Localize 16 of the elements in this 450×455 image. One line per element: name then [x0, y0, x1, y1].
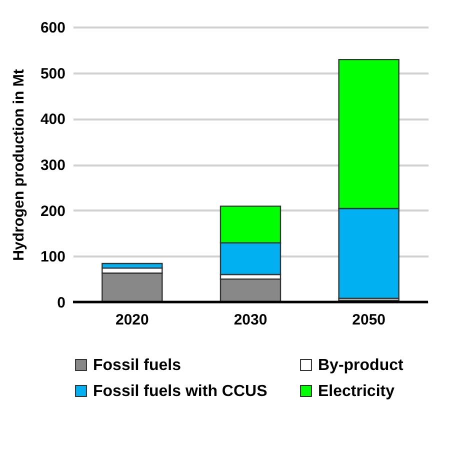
y-axis-title: Hydrogen production in Mt: [10, 69, 28, 261]
y-tick-label: 200: [40, 202, 66, 220]
legend-label: Electricity: [318, 383, 395, 400]
x-tick-label: 2050: [352, 312, 386, 328]
y-tick-label: 100: [40, 248, 66, 266]
y-tick-label: 500: [40, 65, 66, 82]
y-tick-label: 400: [40, 111, 66, 128]
legend-label: Fossil fuels with CCUS: [93, 383, 268, 400]
y-tick-label: 300: [40, 157, 66, 174]
x-tick-label: 2030: [234, 312, 268, 328]
x-tick-label: 2020: [115, 312, 149, 328]
y-tick-label: 600: [40, 20, 66, 36]
y-tick-label: 0: [57, 294, 66, 312]
legend-label: Fossil fuels: [93, 357, 182, 374]
bar: [102, 272, 163, 303]
legend-label: By-product: [318, 357, 404, 374]
